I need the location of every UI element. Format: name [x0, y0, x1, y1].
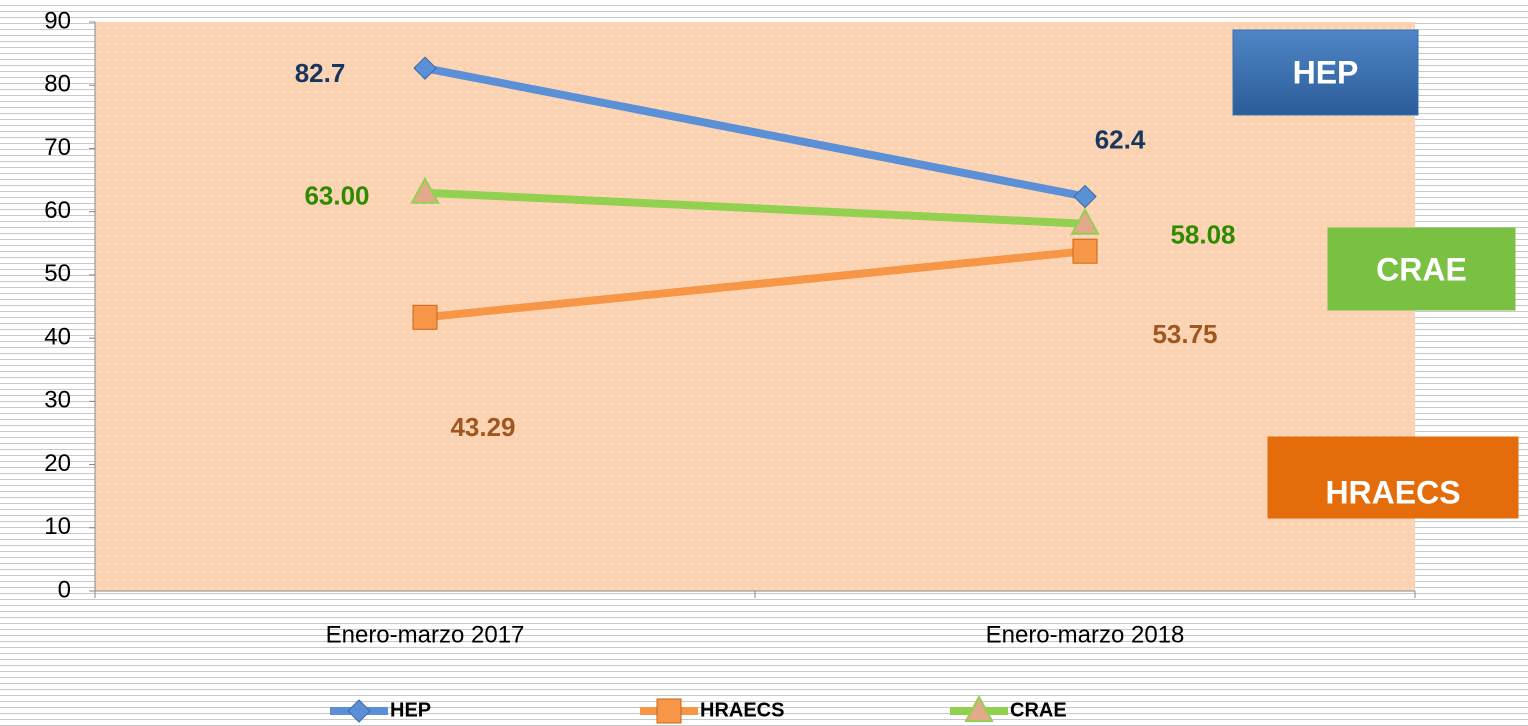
- plot-area: [95, 22, 1415, 591]
- y-tick-label: 30: [44, 387, 71, 414]
- marker: [347, 699, 371, 723]
- data-label: 43.29: [450, 412, 515, 442]
- series-line: [424, 64, 1086, 201]
- marker: [410, 176, 440, 204]
- marker: [1072, 238, 1098, 264]
- data-label: 53.75: [1152, 319, 1217, 349]
- marker: [413, 56, 437, 80]
- legend-label: HEP: [390, 699, 431, 721]
- data-label: 58.08: [1170, 220, 1235, 250]
- marker: [412, 304, 438, 330]
- x-tick-label: Enero-marzo 2018: [986, 621, 1185, 648]
- data-label: 63.00: [304, 181, 369, 211]
- annotation-text: CRAE: [1376, 251, 1467, 287]
- y-tick-label: 70: [44, 134, 71, 161]
- x-tick-label: Enero-marzo 2017: [326, 621, 525, 648]
- y-tick-label: 80: [44, 71, 71, 98]
- y-tick-label: 50: [44, 260, 71, 287]
- marker: [656, 698, 682, 724]
- annotation-box: [1232, 29, 1419, 116]
- legend-label: CRAE: [1010, 699, 1067, 721]
- y-tick-label: 10: [44, 513, 71, 540]
- marker: [1070, 207, 1100, 235]
- annotation-text: HRAECS: [1325, 474, 1460, 510]
- series-line: [424, 247, 1086, 322]
- marker: [964, 694, 994, 722]
- y-tick-label: 60: [44, 197, 71, 224]
- y-tick-label: 20: [44, 450, 71, 477]
- y-tick-label: 0: [58, 576, 71, 603]
- annotation-box: [1327, 227, 1516, 311]
- annotation-box: [1267, 436, 1519, 519]
- y-tick-label: 90: [44, 7, 71, 34]
- annotation-text: HEP: [1293, 54, 1359, 90]
- marker: [1073, 184, 1097, 209]
- legend-label: HRAECS: [700, 699, 784, 721]
- data-label: 82.7: [295, 58, 346, 88]
- series-line: [424, 188, 1086, 228]
- y-tick-label: 40: [44, 323, 71, 350]
- data-label: 62.4: [1095, 124, 1146, 154]
